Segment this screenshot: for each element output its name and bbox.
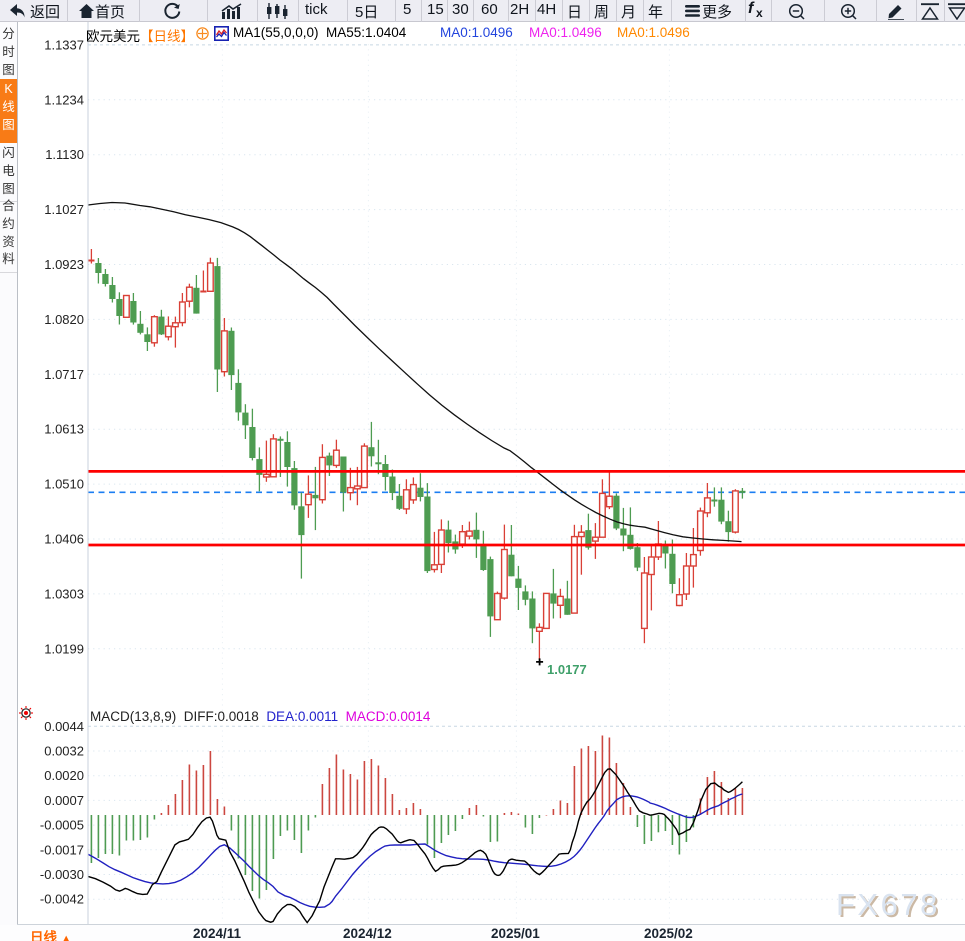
svg-text:0.0007: 0.0007 <box>44 793 84 808</box>
svg-text:1.0717: 1.0717 <box>44 367 84 382</box>
svg-text:-0.0042: -0.0042 <box>40 892 84 907</box>
svg-text:1.0303: 1.0303 <box>44 586 84 601</box>
svg-text:1.1027: 1.1027 <box>44 202 84 217</box>
svg-text:0.0032: 0.0032 <box>44 744 84 759</box>
svg-text:0.0044: 0.0044 <box>44 719 84 734</box>
svg-text:1.0199: 1.0199 <box>44 641 84 656</box>
svg-text:FX678: FX678 <box>838 889 942 924</box>
svg-text:1.0923: 1.0923 <box>44 257 84 272</box>
svg-text:0.0020: 0.0020 <box>44 768 84 783</box>
svg-text:FX678: FX678 <box>836 887 940 922</box>
svg-text:-0.0017: -0.0017 <box>40 842 84 857</box>
svg-text:-0.0030: -0.0030 <box>40 867 84 882</box>
svg-text:1.1337: 1.1337 <box>44 37 84 52</box>
svg-text:1.0177: 1.0177 <box>547 662 587 677</box>
svg-text:-0.0005: -0.0005 <box>40 818 84 833</box>
svg-text:1.0613: 1.0613 <box>44 422 84 437</box>
svg-text:1.1234: 1.1234 <box>44 92 84 107</box>
svg-text:1.0406: 1.0406 <box>44 532 84 547</box>
svg-text:1.0510: 1.0510 <box>44 477 84 492</box>
svg-text:1.1130: 1.1130 <box>45 147 84 162</box>
svg-text:1.0820: 1.0820 <box>44 312 84 327</box>
